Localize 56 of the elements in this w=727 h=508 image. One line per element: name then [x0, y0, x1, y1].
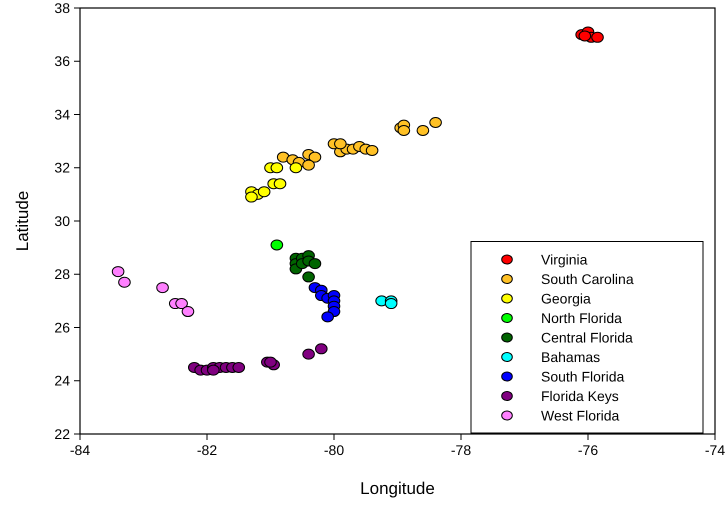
point	[302, 348, 315, 360]
point	[270, 239, 284, 250]
point	[245, 192, 258, 203]
point	[384, 298, 398, 310]
point	[302, 160, 315, 171]
point	[264, 356, 277, 368]
point	[302, 271, 315, 282]
y-tick-label: 22	[54, 426, 70, 442]
legend-label: Florida Keys	[541, 388, 619, 404]
point	[274, 178, 286, 190]
point	[416, 124, 430, 136]
y-tick-label: 38	[54, 0, 70, 16]
legend-label: South Florida	[541, 368, 624, 384]
legend-label: Virginia	[541, 251, 588, 268]
point	[175, 298, 188, 310]
x-tick-label: -76	[578, 442, 598, 458]
point	[591, 32, 604, 43]
point	[156, 282, 169, 294]
y-tick-label: 28	[54, 266, 70, 282]
y-tick-label: 36	[54, 53, 70, 70]
legend-label: Central Florida	[541, 329, 634, 346]
point	[258, 186, 270, 198]
point	[398, 124, 410, 136]
point	[270, 162, 284, 174]
point	[276, 152, 290, 163]
legend-label: North Florida	[541, 310, 622, 326]
point	[207, 364, 220, 376]
point	[321, 311, 334, 322]
point	[290, 162, 302, 174]
y-tick-label: 34	[54, 106, 70, 122]
point	[366, 144, 378, 156]
legend-label: West Florida	[541, 407, 620, 424]
point	[112, 266, 124, 278]
x-axis-title: Longitude	[360, 479, 435, 498]
x-tick-label: -80	[324, 442, 344, 458]
y-tick-label: 32	[54, 160, 70, 176]
y-tick-label: 26	[54, 319, 70, 336]
y-tick-label: 30	[54, 212, 70, 229]
y-axis-title: Latitude	[13, 190, 32, 252]
point	[182, 306, 194, 318]
x-tick-label: -74	[704, 442, 726, 458]
point	[308, 152, 322, 163]
x-tick-label: -82	[196, 442, 218, 458]
legend-label: South Carolina	[541, 270, 634, 287]
point	[232, 362, 246, 373]
y-tick-label: 24	[54, 372, 70, 389]
point	[118, 276, 131, 288]
point	[315, 343, 328, 354]
point	[308, 258, 322, 270]
legend-label: Bahamas	[541, 348, 600, 365]
point	[429, 116, 442, 128]
x-tick-label: -84	[70, 442, 90, 458]
x-tick-label: -78	[450, 442, 472, 458]
legend-label: Georgia	[541, 290, 592, 306]
point	[334, 138, 347, 150]
point	[578, 30, 592, 42]
